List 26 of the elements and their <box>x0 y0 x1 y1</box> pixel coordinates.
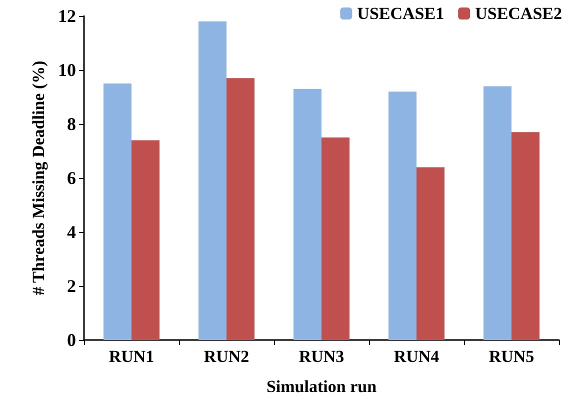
y-tick-label: 2 <box>67 276 76 296</box>
x-tick-label: RUN1 <box>108 347 154 366</box>
x-tick-label: RUN3 <box>298 347 344 366</box>
x-axis-title: Simulation run <box>266 377 378 396</box>
y-tick-label: 12 <box>58 6 76 26</box>
x-tick-label: RUN4 <box>394 347 440 366</box>
y-tick-label: 0 <box>67 330 76 350</box>
bar <box>512 132 540 340</box>
legend-label: USECASE2 <box>475 4 562 23</box>
bar <box>226 78 254 340</box>
y-tick-label: 8 <box>67 114 76 134</box>
bar <box>198 21 226 340</box>
bar <box>416 167 444 340</box>
y-tick-label: 10 <box>58 60 76 80</box>
bar <box>104 84 132 340</box>
y-axis-title: # Threads Missing Deadline (%) <box>29 60 48 296</box>
bar <box>388 92 416 340</box>
bar <box>484 86 512 340</box>
bar <box>132 140 160 340</box>
bar <box>294 88 322 340</box>
legend-label: USECASE1 <box>357 4 444 23</box>
y-tick-label: 6 <box>67 168 76 188</box>
x-tick-label: RUN2 <box>204 347 250 366</box>
bar <box>322 138 350 340</box>
x-tick-label: RUN5 <box>488 347 534 366</box>
y-tick-label: 4 <box>67 222 76 242</box>
